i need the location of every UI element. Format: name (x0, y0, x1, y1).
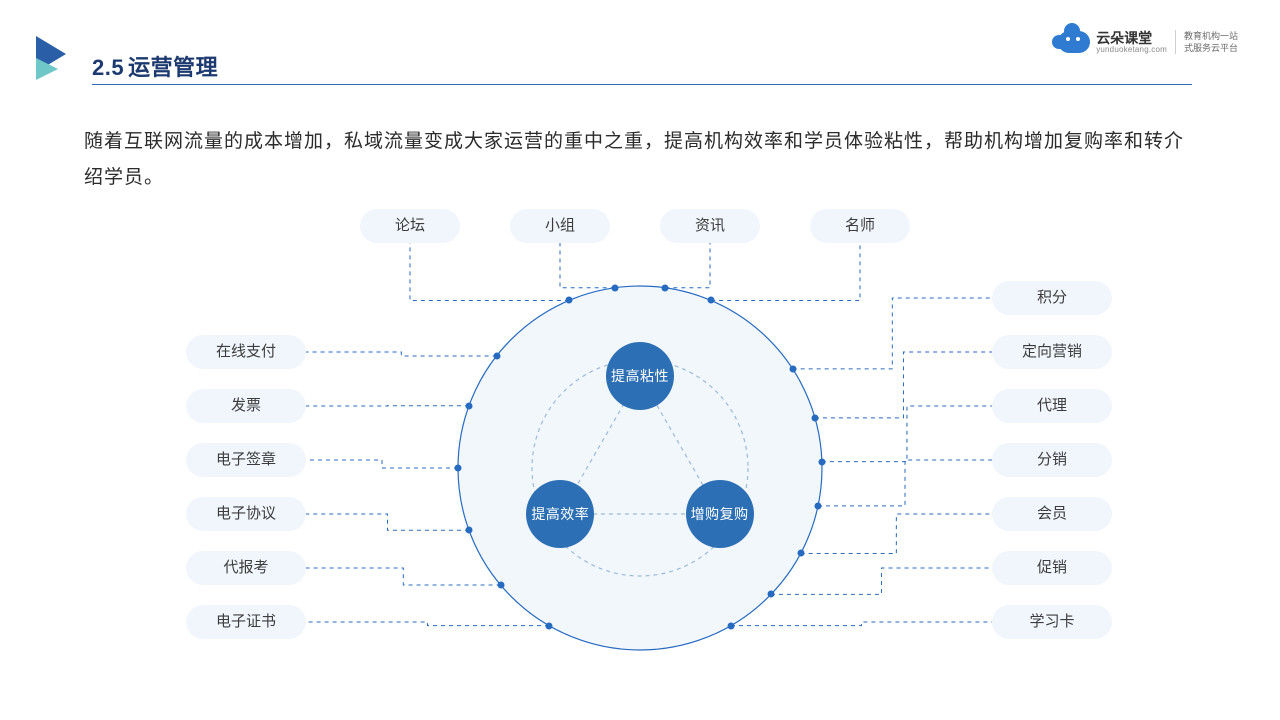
pill-node: 代理 (992, 389, 1112, 423)
ring-dot (815, 502, 822, 509)
ring-dot (465, 402, 472, 409)
ring-dot (662, 284, 669, 291)
pill-node: 分销 (992, 443, 1112, 477)
ring-dot (546, 622, 553, 629)
pill-node: 促销 (992, 551, 1112, 585)
pill-node: 论坛 (360, 209, 460, 243)
pill-node: 名师 (810, 209, 910, 243)
pill-node: 小组 (510, 209, 610, 243)
ring-dot (818, 458, 825, 465)
ring-dot (611, 284, 618, 291)
ring-dot (493, 352, 500, 359)
center-node: 提高效率 (526, 480, 594, 548)
pill-node: 在线支付 (186, 335, 306, 369)
pill-node: 发票 (186, 389, 306, 423)
pill-node: 资讯 (660, 209, 760, 243)
pill-node: 学习卡 (992, 605, 1112, 639)
ring-dot (728, 622, 735, 629)
pill-node: 代报考 (186, 551, 306, 585)
pill-node: 电子证书 (186, 605, 306, 639)
pill-node: 电子签章 (186, 443, 306, 477)
ring-dot (767, 591, 774, 598)
ring-dot (565, 297, 572, 304)
ring-dot (708, 297, 715, 304)
center-node: 增购复购 (686, 480, 754, 548)
center-node: 提高粘性 (606, 342, 674, 410)
ring-dot (497, 581, 504, 588)
ring-dot (455, 465, 462, 472)
ring-dot (789, 365, 796, 372)
ring-dot (797, 550, 804, 557)
pill-node: 定向营销 (992, 335, 1112, 369)
ring-dot (465, 527, 472, 534)
pill-node: 电子协议 (186, 497, 306, 531)
pill-node: 会员 (992, 497, 1112, 531)
pill-node: 积分 (992, 281, 1112, 315)
slide-root: 2.5运营管理 云朵课堂 yunduoketang.com 教育机构一站式服务云… (0, 0, 1280, 720)
ring-dot (811, 414, 818, 421)
